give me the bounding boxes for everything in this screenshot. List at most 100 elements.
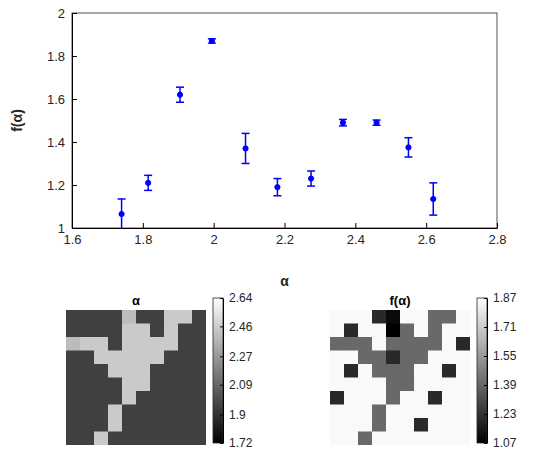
cell [330,432,345,446]
cell [94,418,109,432]
cell [94,324,109,338]
colorbar-axis-tick-mark [220,298,223,299]
y-axis: 11.21.41.61.82 [47,6,77,236]
cell [442,378,457,392]
cell [122,391,137,405]
error-bar-cap [273,195,281,197]
cell [358,337,373,351]
cell [428,324,443,338]
colorbar-axis-tick-label: 2.64 [229,291,253,305]
cell [108,418,123,432]
y-axis-tick-mark [72,99,77,100]
cell [330,364,345,378]
cell [414,378,429,392]
cell [164,432,179,446]
colorbar-axis-tick-mark [220,415,223,416]
colorbar-axis-tick-mark [220,326,223,327]
cell [358,351,373,365]
y-axis-tick: 1 [58,221,77,236]
colorbar-gradient [477,298,487,443]
cell [330,324,345,338]
x-axis-tick-label: 2.8 [488,232,506,247]
point [275,185,280,190]
point [431,196,436,201]
heatmap-panel: α2.642.462.272.091.91.72 [66,291,253,450]
cell [164,310,179,324]
cell [136,418,151,432]
error-bar [242,133,250,163]
colorbar-axis-tick-label: 1.87 [493,291,517,305]
cell [192,351,206,365]
cell [372,432,387,446]
x-axis-tick-label: 1.6 [63,232,81,247]
cell [330,310,345,324]
cell [108,391,123,405]
cell [136,391,151,405]
cell [122,324,137,338]
cell [358,432,373,446]
cell [428,432,443,446]
cell [192,418,206,432]
x-axis-tick: 2.2 [276,223,294,247]
cell [428,310,443,324]
cell [164,418,179,432]
colorbar-axis-tick: 2.09 [220,378,253,392]
cell [136,337,151,351]
cell [456,391,470,405]
cell [150,391,165,405]
cell [386,378,401,392]
point [340,120,345,125]
colorbar-axis-tick-label: 1.9 [229,408,246,422]
cell [344,405,359,419]
cell [94,391,109,405]
colorbar-axis-tick-label: 1.72 [229,436,253,450]
cell [94,310,109,324]
cell [80,418,95,432]
colorbar-axis-tick-label: 2.09 [229,378,253,392]
panel-title: α [132,293,140,308]
panel-title: f(α) [390,293,411,308]
cell [94,405,109,419]
x-axis-tick-mark [285,223,286,228]
cell [150,405,165,419]
cell [400,324,415,338]
cell [372,337,387,351]
cell [344,418,359,432]
cell [400,432,415,446]
point [146,180,151,185]
cell [164,337,179,351]
cell [150,337,165,351]
cell [178,378,193,392]
cell [136,351,151,365]
cell [330,391,345,405]
cell [122,351,137,365]
colorbar-axis-line [487,299,488,444]
cell [456,364,470,378]
colorbar-axis-tick-label: 1.71 [493,320,517,334]
cell [428,391,443,405]
cell [386,324,401,338]
cell [80,364,95,378]
cell [94,364,109,378]
error-bar-cap [118,198,126,200]
cell [164,405,179,419]
cell [80,310,95,324]
cell [442,337,457,351]
y-axis-tick: 2 [58,6,77,21]
cell [122,364,137,378]
error-bar-cap [307,170,315,172]
cell [66,351,81,365]
plot-frame [72,13,497,228]
cell [428,378,443,392]
error-bar [273,179,281,196]
cell [386,337,401,351]
cell [164,378,179,392]
y-axis-tick-mark [72,13,77,14]
cell [344,378,359,392]
cell [94,351,109,365]
cell [108,378,123,392]
cell [414,310,429,324]
cell [456,310,470,324]
y-axis-tick-mark [72,185,77,186]
colorbar-axis-tick-label: 1.23 [493,407,517,421]
